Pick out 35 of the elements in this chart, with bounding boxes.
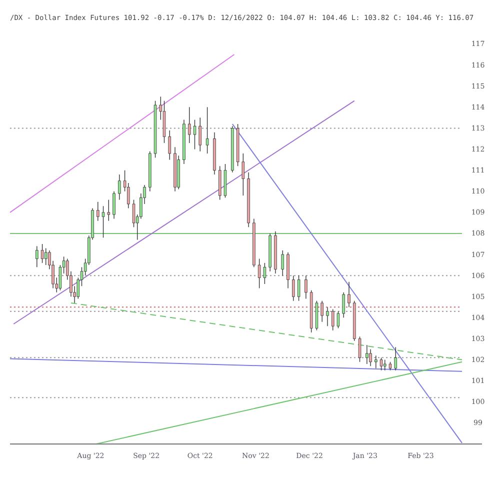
- candlestick: [297, 275, 300, 302]
- candlestick: [358, 336, 362, 362]
- candlestick: [394, 346, 398, 371]
- candlestick: [242, 153, 245, 196]
- candlestick: [380, 357, 383, 371]
- candlestick: [366, 344, 368, 364]
- candlestick: [326, 306, 329, 326]
- candlestick: [36, 246, 38, 268]
- candlestick: [58, 264, 62, 291]
- candlestick: [44, 248, 48, 266]
- candlestick: [206, 106, 209, 154]
- candlestick: [292, 275, 295, 302]
- candlestick: [193, 119, 196, 150]
- candlestick: [320, 300, 324, 322]
- candlestick: [374, 355, 378, 369]
- candlestick: [342, 292, 346, 318]
- candlestick: [369, 348, 372, 366]
- candlestick: [258, 258, 261, 289]
- candlestick: [336, 311, 340, 329]
- candlestick: [331, 308, 334, 331]
- candlestick: [198, 117, 202, 152]
- candlestick: [168, 130, 172, 160]
- candlestick: [112, 191, 116, 220]
- candlestick: [383, 359, 386, 371]
- candlestick: [188, 106, 191, 144]
- candlestick: [107, 199, 110, 222]
- candlestick: [118, 174, 121, 200]
- candlestick: [281, 250, 284, 276]
- candlestick: [96, 202, 100, 222]
- candlestick: [304, 275, 308, 300]
- candlestick: [348, 282, 350, 308]
- candlestick: [126, 182, 130, 209]
- candlestick: [263, 262, 266, 284]
- candlestick: [102, 206, 105, 238]
- candlestick: [40, 244, 44, 264]
